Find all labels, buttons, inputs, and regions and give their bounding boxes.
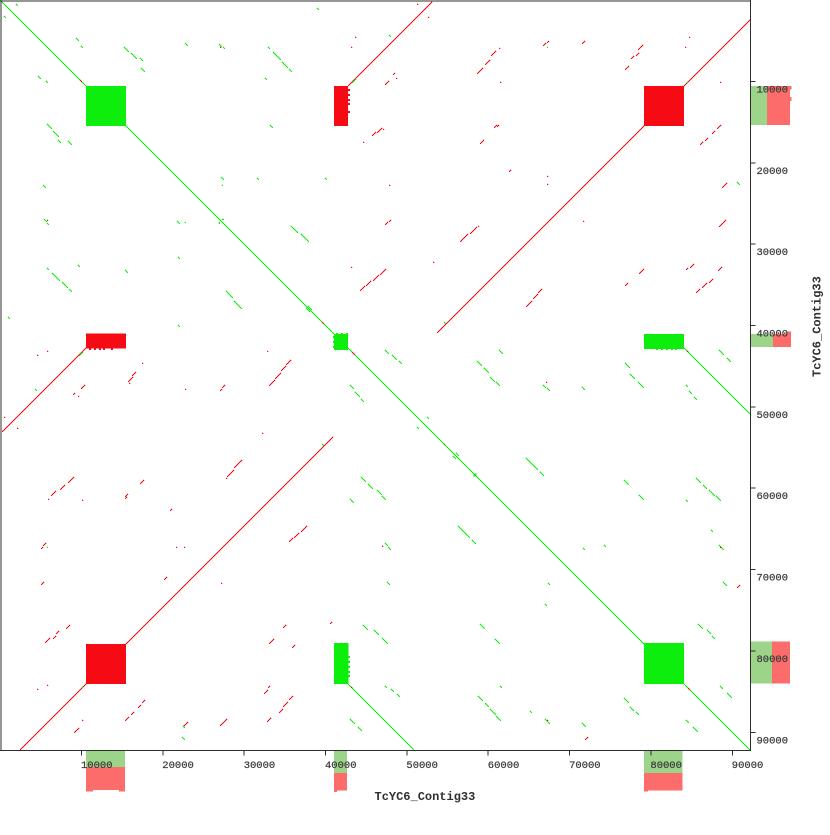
svg-text:50000: 50000 (757, 410, 789, 422)
svg-text:70000: 70000 (757, 573, 789, 585)
svg-text:20000: 20000 (162, 760, 194, 772)
svg-text:20000: 20000 (757, 166, 789, 178)
svg-text:30000: 30000 (757, 247, 789, 259)
svg-text:10000: 10000 (757, 85, 789, 97)
svg-text:90000: 90000 (757, 735, 789, 747)
svg-text:40000: 40000 (325, 760, 357, 772)
svg-text:40000: 40000 (757, 329, 789, 341)
svg-text:80000: 80000 (757, 654, 789, 666)
svg-text:60000: 60000 (757, 491, 789, 503)
svg-text:90000: 90000 (732, 760, 764, 772)
svg-text:80000: 80000 (650, 760, 682, 772)
svg-text:TcYC6_Contig33: TcYC6_Contig33 (375, 790, 476, 804)
svg-text:TcYC6_Contig33: TcYC6_Contig33 (811, 276, 825, 377)
svg-text:60000: 60000 (488, 760, 520, 772)
svg-text:50000: 50000 (406, 760, 438, 772)
svg-text:10000: 10000 (81, 760, 113, 772)
svg-text:30000: 30000 (244, 760, 276, 772)
svg-text:70000: 70000 (569, 760, 601, 772)
